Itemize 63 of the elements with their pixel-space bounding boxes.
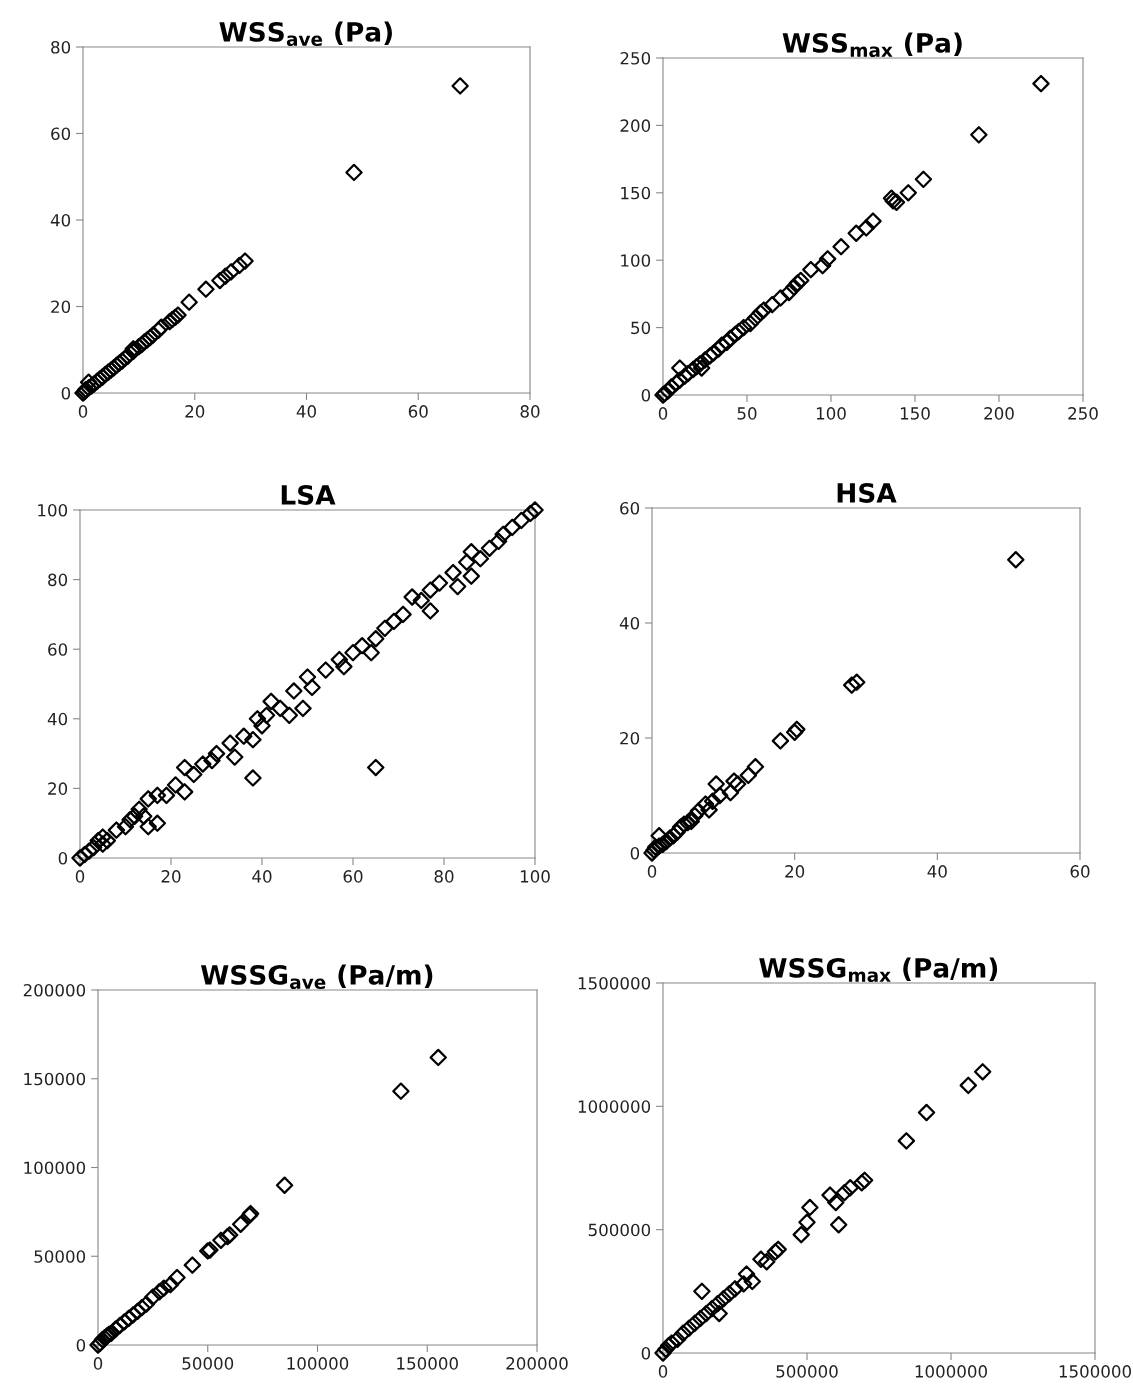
x-tick-label: 40 <box>296 405 316 418</box>
x-tick-label: 20 <box>785 865 805 878</box>
x-tick-label: 0 <box>658 1365 668 1378</box>
x-tick-label: 500000 <box>776 1365 838 1378</box>
y-tick-label: 150000 <box>24 1072 86 1086</box>
y-tick-label: 60 <box>620 501 640 515</box>
y-tick-label: 0 <box>76 1338 86 1352</box>
x-tick-label: 200000 <box>506 1357 568 1370</box>
x-tick-label: 150 <box>900 407 930 420</box>
x-tick-label: 50 <box>737 407 757 420</box>
y-tick-label: 20 <box>48 782 68 795</box>
x-tick-label: 100 <box>816 407 846 420</box>
x-tick-label: 0 <box>658 407 668 420</box>
y-tick-label: 100 <box>621 254 651 267</box>
y-tick-label: 40 <box>47 712 68 726</box>
x-tick-label: 40 <box>927 865 947 878</box>
x-tick-label: 50000 <box>182 1357 234 1370</box>
chart-title: WSS$_{max}$ (Pa) <box>782 32 962 58</box>
y-tick-label: 500000 <box>588 1223 651 1237</box>
chart-title: LSA <box>281 484 336 505</box>
y-tick-label: 60 <box>48 643 68 656</box>
y-tick-label: 40 <box>50 213 71 227</box>
x-tick-label: 80 <box>434 870 454 883</box>
y-tick-label: 250 <box>620 51 651 65</box>
x-tick-label: 60 <box>1070 865 1090 878</box>
x-tick-label: 0 <box>93 1357 103 1370</box>
chart-title: WSSG$_{ave}$ (Pa/m) <box>200 964 433 990</box>
y-tick-label: 200 <box>620 119 651 132</box>
y-tick-label: 40 <box>619 616 640 630</box>
y-tick-label: 0 <box>630 846 640 860</box>
x-tick-label: 200 <box>984 407 1014 420</box>
x-tick-label: 60 <box>343 870 363 883</box>
y-tick-label: 100000 <box>24 1161 86 1175</box>
y-tick-label: 0 <box>61 386 71 400</box>
x-tick-label: 20 <box>185 405 205 418</box>
y-tick-label: 20 <box>51 300 71 314</box>
x-tick-label: 250 <box>1068 407 1098 420</box>
y-tick-label: 1000000 <box>578 1100 651 1113</box>
x-tick-label: 150000 <box>397 1357 458 1370</box>
x-tick-label: 60 <box>408 405 428 418</box>
chart-title: WSS$_{ave}$ (Pa) <box>219 21 392 47</box>
y-tick-label: 60 <box>51 127 71 141</box>
x-tick-label: 1000000 <box>915 1365 988 1378</box>
y-tick-label: 1500000 <box>578 976 651 990</box>
x-tick-label: 1500000 <box>1059 1365 1132 1378</box>
x-tick-label: 100000 <box>287 1357 349 1370</box>
x-tick-label: 20 <box>161 870 181 883</box>
chart-title: HSA <box>837 482 897 503</box>
x-tick-label: 40 <box>252 870 272 883</box>
x-tick-label: 80 <box>520 405 540 418</box>
y-tick-label: 80 <box>48 573 68 587</box>
y-tick-label: 200000 <box>23 983 86 997</box>
y-tick-label: 50 <box>631 321 651 335</box>
y-tick-label: 150 <box>621 186 651 200</box>
y-tick-label: 100 <box>38 503 68 517</box>
y-tick-label: 0 <box>58 851 68 865</box>
x-tick-label: 100 <box>520 870 550 883</box>
y-tick-label: 50000 <box>34 1250 86 1263</box>
y-tick-label: 0 <box>641 388 651 402</box>
y-tick-label: 80 <box>51 40 71 54</box>
y-tick-label: 20 <box>620 731 640 745</box>
chart-title: WSSG$_{max}$ (Pa/m) <box>759 957 998 983</box>
y-tick-label: 0 <box>641 1346 651 1360</box>
